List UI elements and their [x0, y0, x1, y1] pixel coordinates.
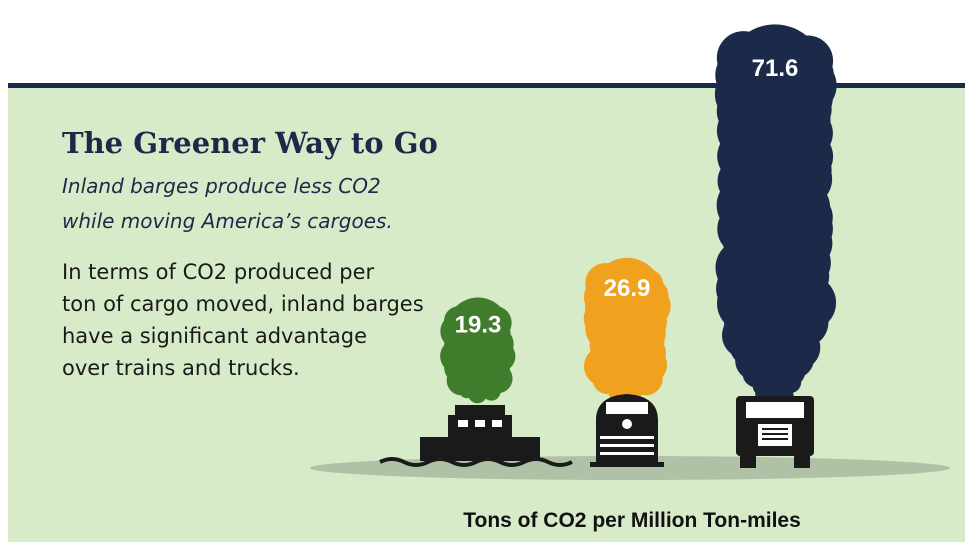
value-label: 71.6 — [752, 55, 799, 82]
ground-shadow — [310, 456, 950, 480]
smoke-plume — [714, 24, 837, 406]
smoke-puff — [725, 24, 825, 124]
truck-icon — [736, 396, 814, 468]
value-label: 26.9 — [604, 275, 651, 302]
subtitle-line: while moving America’s cargoes. — [62, 209, 393, 233]
subtitle-line: Inland barges produce less CO2 — [62, 174, 381, 198]
smoke-puff — [591, 257, 663, 328]
smoke-puff — [626, 380, 645, 398]
value-label: 19.3 — [455, 312, 502, 339]
smoke-plume — [583, 257, 671, 402]
smoke-puff — [482, 382, 501, 401]
axis-label: Tons of CO2 per Million Ton-miles — [463, 509, 801, 532]
plumes: 19.3 26.9 71.6 — [440, 24, 837, 406]
smoke-puff — [446, 297, 510, 361]
rule — [8, 83, 965, 88]
title: The Greener Way to Go — [62, 126, 438, 160]
body-line: over trains and trucks. — [62, 356, 300, 380]
barge-icon — [379, 405, 573, 467]
body-line: have a significant advantage — [62, 324, 367, 348]
train-icon — [590, 394, 664, 467]
body-line: In terms of CO2 produced per — [62, 260, 375, 284]
smoke-plume — [440, 297, 516, 404]
smoke-puff — [467, 384, 488, 404]
body-line: ton of cargo moved, inland barges — [62, 292, 424, 316]
